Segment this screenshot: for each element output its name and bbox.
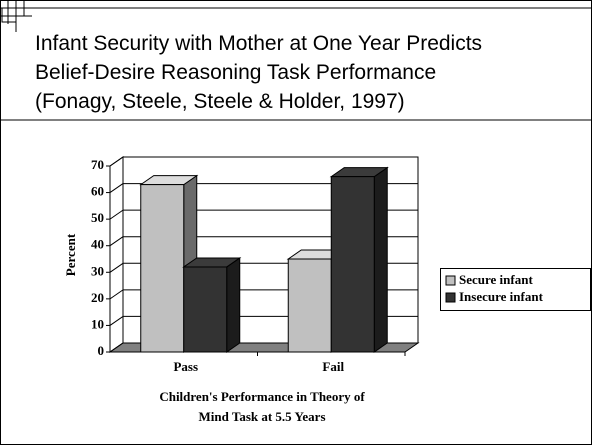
legend-swatch — [445, 275, 456, 286]
legend-label: Insecure infant — [459, 289, 544, 304]
y-tick-label: 70 — [91, 157, 104, 172]
grid-line — [109, 342, 124, 353]
y-tick-label: 40 — [91, 237, 104, 252]
grid-line — [109, 262, 124, 273]
y-tick-label: 10 — [91, 316, 104, 331]
bar — [287, 258, 332, 353]
x-tick-label: Fail — [322, 359, 344, 374]
legend-swatch — [445, 292, 456, 303]
y-tick-label: 50 — [91, 210, 104, 225]
bar-side — [373, 166, 388, 353]
x-axis-label: Children's Performance in Theory of — [159, 389, 365, 404]
legend-label: Secure infant — [459, 272, 533, 287]
bar-side — [226, 257, 241, 353]
y-axis-label: Percent — [63, 233, 78, 276]
grid-line — [109, 183, 124, 193]
y-tick-label: 30 — [91, 263, 104, 278]
side-wall — [109, 156, 124, 353]
grid-line — [109, 209, 124, 220]
title-line: Infant Security with Mother at One Year … — [35, 32, 482, 55]
x-tick-label: Pass — [173, 359, 198, 374]
bar — [330, 176, 375, 353]
bar — [140, 184, 185, 353]
y-tick-label: 60 — [91, 184, 104, 199]
legend-box — [440, 268, 591, 311]
title-line: (Fonagy, Steele, Steele & Holder, 1997) — [35, 90, 405, 113]
grid-line — [109, 156, 124, 167]
bar — [183, 266, 228, 353]
grid-line — [109, 289, 124, 300]
grid-line — [109, 236, 124, 247]
grid-line — [109, 316, 124, 326]
corner-decoration — [0, 0, 592, 121]
y-tick-label: 20 — [91, 290, 104, 305]
x-axis-label: Mind Task at 5.5 Years — [198, 409, 325, 424]
y-tick-label: 0 — [98, 343, 105, 358]
title-line: Belief-Desire Reasoning Task Performance — [35, 61, 436, 84]
